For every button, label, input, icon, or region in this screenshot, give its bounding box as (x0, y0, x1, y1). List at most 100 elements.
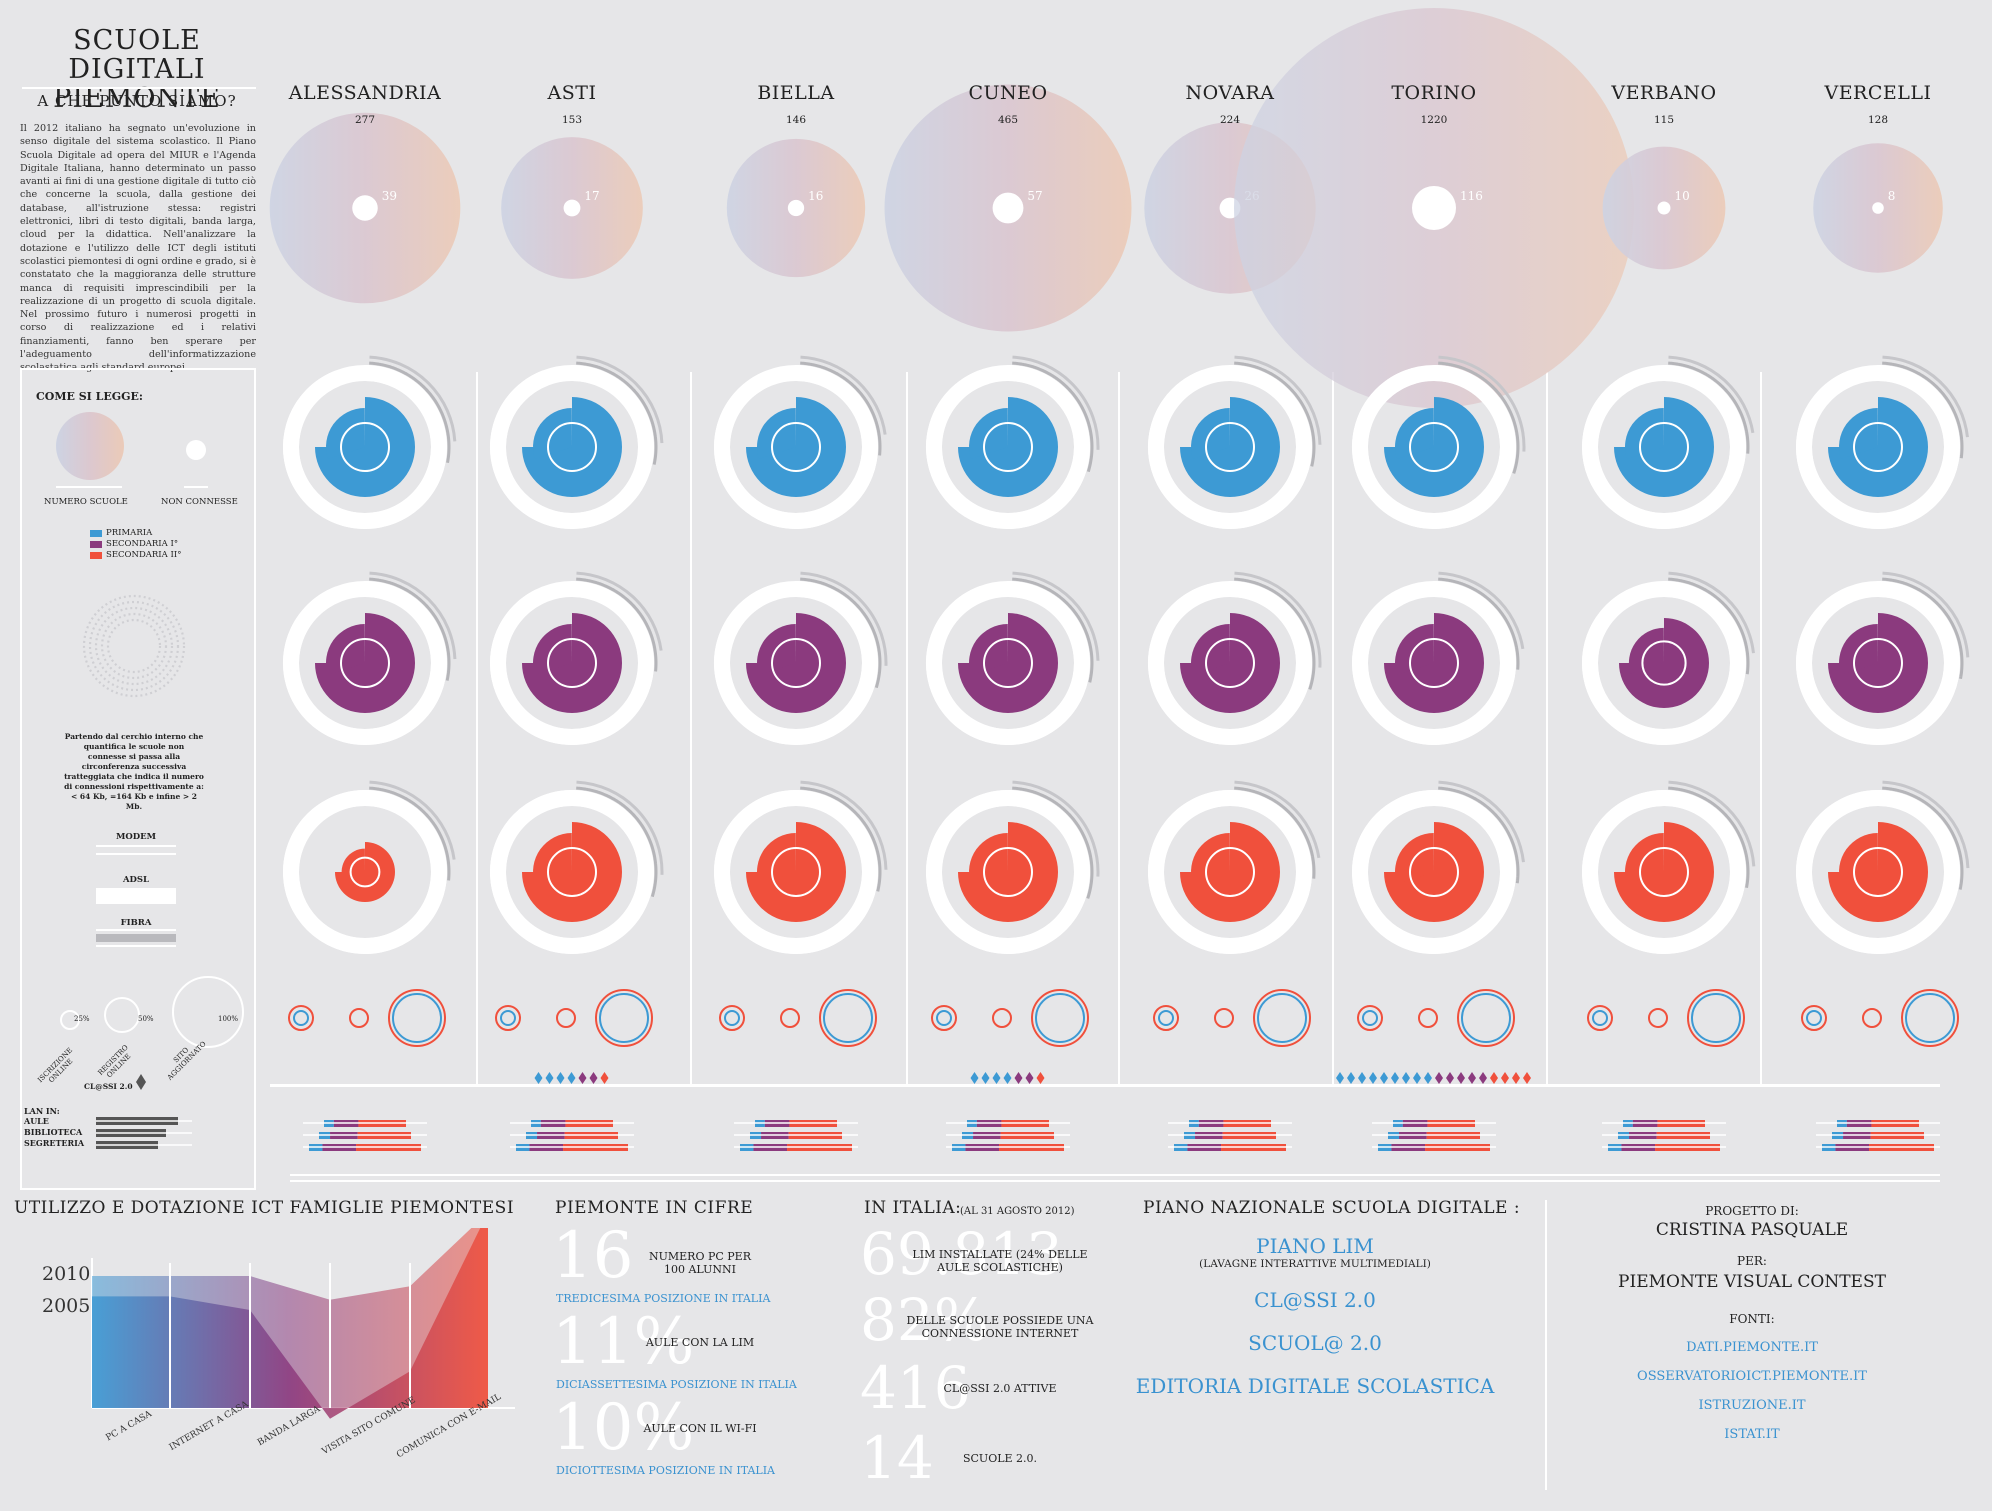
cifre-rank: DICIOTTESIMA POSIZIONE IN ITALIA (556, 1464, 775, 1477)
italia-label: CL@SSI 2.0 ATTIVE (943, 1382, 1057, 1395)
classi-marker (556, 1072, 565, 1084)
province-school-count: 465 (997, 114, 1019, 126)
series-2005-area (92, 1228, 488, 1419)
cifre-label: AULE CON LA LIM (645, 1336, 755, 1349)
source-link[interactable]: ISTRUZIONE.IT (1698, 1398, 1806, 1413)
cifre-value: 10% (552, 1391, 695, 1465)
online-iscrizione (495, 1005, 521, 1031)
online-registro (349, 1008, 369, 1028)
italia-date: (AL 31 AGOSTO 2012) (960, 1206, 1075, 1217)
piano-lim-sub: (LAVAGNE INTERATTIVE MULTIMEDIALI) (1199, 1258, 1431, 1270)
classi-marker (545, 1072, 554, 1084)
inner-ring (983, 847, 1033, 897)
dashed-arc (369, 780, 456, 860)
dashed-arc (576, 786, 658, 898)
dashed-arc (1668, 577, 1750, 675)
dashed-arc (1234, 571, 1322, 668)
connection-arc (714, 365, 878, 529)
piano-scuola-link[interactable]: SCUOL@ 2.0 (1248, 1331, 1382, 1355)
dashed-arc (369, 577, 451, 681)
online-iscrizione (1801, 1005, 1827, 1031)
connection-arc (1795, 790, 1960, 954)
legend-school-circle (56, 412, 124, 480)
credits-per: PER: (1737, 1254, 1767, 1268)
legend-secondaria2: SECONDARIA II° (106, 550, 182, 560)
category-label: BANDA LARGA (256, 1404, 322, 1448)
connection-arc (283, 365, 447, 529)
title-divider (22, 87, 256, 89)
dashed-arc (369, 361, 451, 464)
dashed-arc (800, 577, 882, 689)
online-iscrizione (931, 1005, 957, 1031)
inner-ring (349, 856, 381, 888)
piano-editoria-link[interactable]: EDITORIA DIGITALE SCOLASTICA (1135, 1374, 1495, 1398)
connection-arc (489, 790, 654, 954)
not-connected-value: 8 (1888, 189, 1896, 203)
source-link[interactable]: ISTAT.IT (1724, 1427, 1780, 1442)
online-registro (992, 1008, 1012, 1028)
dashed-arc (1438, 780, 1525, 863)
classi-marker (1391, 1072, 1399, 1084)
not-connected-value: 116 (1460, 189, 1483, 203)
inner-ring (1205, 422, 1255, 472)
credits-divider (1545, 1200, 1547, 1490)
cifre-rank: TREDICESIMA POSIZIONE IN ITALIA (556, 1292, 771, 1305)
not-connected-dot (1412, 186, 1456, 230)
dashed-arc (1882, 780, 1970, 869)
y-label: 2005 (42, 1295, 90, 1317)
page-subtitle: A CHE PUNTO SIAMO? (37, 92, 237, 110)
dashed-arc (369, 571, 457, 660)
classi-marker (1380, 1072, 1388, 1084)
classi-marker (1490, 1072, 1498, 1084)
piano-classi-link[interactable]: CL@SSI 2.0 (1254, 1288, 1376, 1312)
dashed-arc (1668, 571, 1755, 654)
classi-marker (1413, 1072, 1421, 1084)
classi-marker (1402, 1072, 1410, 1084)
piano-lim-link[interactable]: PIANO LIM (1256, 1234, 1374, 1258)
inner-ring (1409, 638, 1459, 688)
connection-arc (1148, 365, 1312, 529)
classi-marker (1523, 1072, 1531, 1084)
inner-ring (340, 422, 390, 472)
dashed-arc (800, 571, 888, 666)
column-separator (1546, 372, 1548, 1084)
axis-line (270, 1084, 1940, 1087)
dashed-arc (1012, 577, 1094, 683)
online-registro (1648, 1008, 1668, 1028)
legend-classi: CL@SSI 2.0 (84, 1082, 133, 1091)
connection-arc (1352, 581, 1516, 745)
source-link[interactable]: OSSERVATORIOICT.PIEMONTE.IT (1637, 1369, 1867, 1384)
connection-arc (713, 790, 878, 954)
classi-marker (589, 1072, 598, 1084)
credits-fonti: FONTI: (1729, 1312, 1775, 1326)
cifre-value: 16 (552, 1219, 634, 1293)
online-iscrizione (1592, 1010, 1608, 1026)
province-name: TORINO (1391, 82, 1477, 104)
connection-arc (714, 581, 878, 745)
legend-not-connected-dot (186, 440, 206, 460)
classi-marker (1003, 1072, 1012, 1084)
italia-value: 82% (860, 1286, 989, 1354)
sito-aggiornato (595, 989, 653, 1047)
not-connected-dot (352, 195, 378, 221)
dashed-arc (1438, 361, 1520, 474)
legend-secondaria1: SECONDARIA I° (106, 539, 179, 549)
connection-arc (925, 790, 1090, 954)
classi-marker (1501, 1072, 1509, 1084)
province-name: ALESSANDRIA (288, 82, 442, 104)
ict-chart-title: UTILIZZO E DOTAZIONE ICT FAMIGLIE PIEMON… (14, 1198, 515, 1218)
connection-arc (1351, 790, 1516, 954)
online-iscrizione (288, 1005, 314, 1031)
legend-pct100: 100% (218, 1015, 239, 1023)
sito-aggiornato (1031, 989, 1089, 1047)
italia-label: DELLE SCUOLE POSSIEDE UNA CONNESSIONE IN… (906, 1314, 1094, 1340)
connection-arc (1581, 790, 1746, 954)
legend-segreteria: SEGRETERIA (24, 1138, 85, 1148)
legend-aule: AULE (24, 1116, 49, 1126)
source-link[interactable]: DATI.PIEMONTE.IT (1686, 1340, 1818, 1355)
dashed-arc (1012, 780, 1100, 877)
inner-ring (771, 638, 821, 688)
inner-ring (340, 638, 390, 688)
legend-explanation: Partendo dal cerchio interno che quantif… (64, 732, 204, 811)
